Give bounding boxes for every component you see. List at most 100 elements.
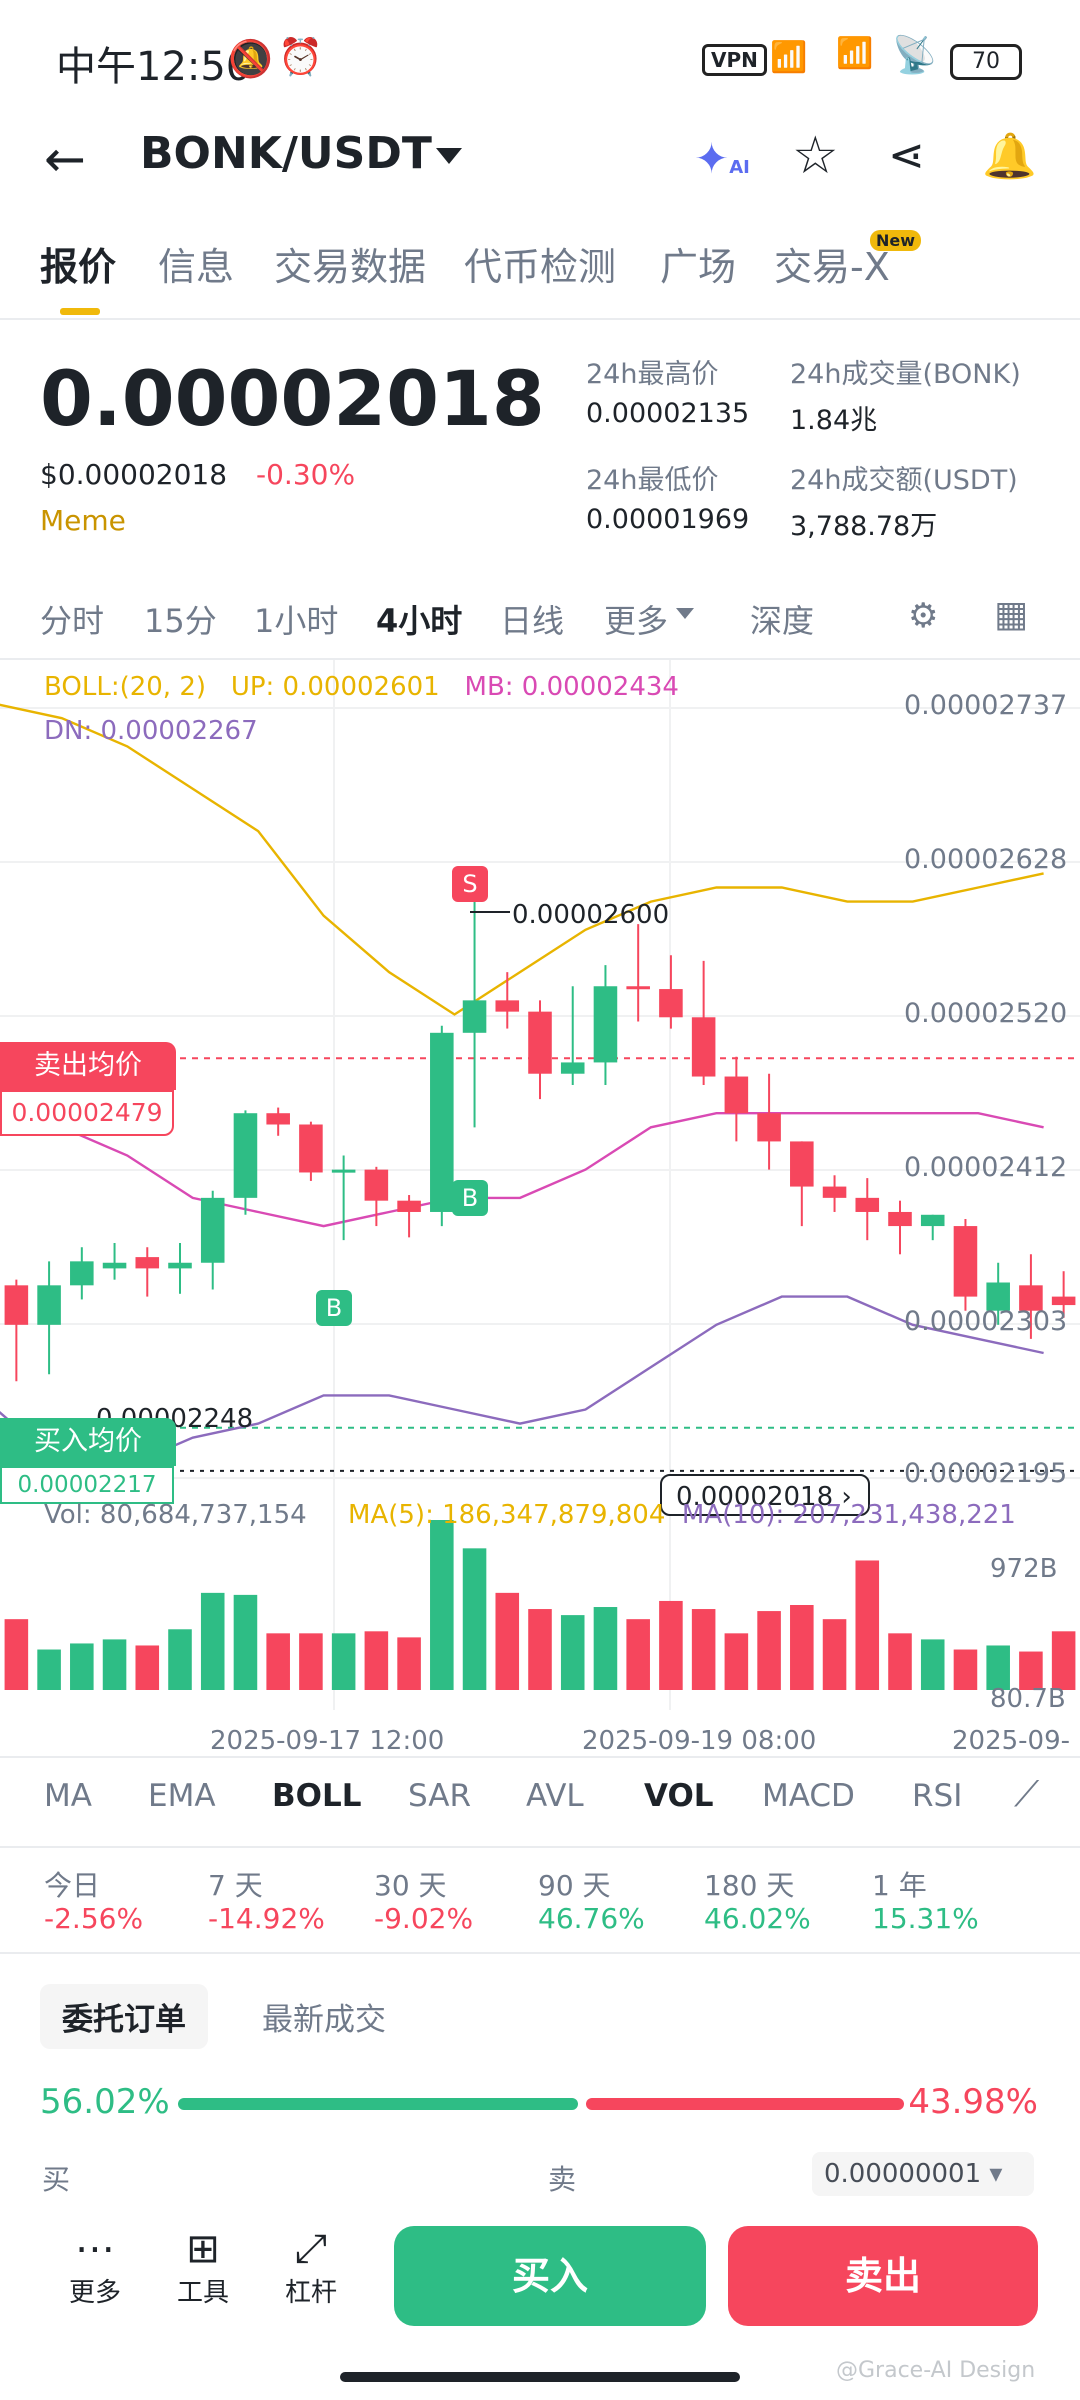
tab-trade-data[interactable]: 交易数据 (274, 245, 427, 289)
volume-bar (168, 1629, 192, 1690)
boll-up: UP: 0.00002601 (230, 672, 440, 702)
y-label: 0.00002412 (904, 1152, 1068, 1183)
precision-select[interactable]: 0.00000001 ▾ (812, 2152, 1034, 2196)
chevron-down-icon[interactable] (436, 148, 462, 164)
indicator-sar[interactable]: SAR (408, 1778, 471, 1814)
perf-label: 1 年 (872, 1869, 927, 1902)
sell-marker[interactable]: S (452, 866, 488, 902)
y-label: 0.00002303 (904, 1306, 1068, 1337)
boll-dn: DN: 0.00002267 (44, 716, 258, 746)
volume-bar (135, 1645, 160, 1690)
candle-body (855, 1197, 880, 1212)
tab-square[interactable]: 广场 (660, 245, 737, 289)
sell-avg-label: 卖出均价 (0, 1042, 176, 1090)
tab-quote[interactable]: 报价 (40, 245, 117, 289)
volume-bar (37, 1649, 61, 1690)
notification-bell-icon[interactable]: 🔔 (982, 131, 1037, 182)
volume-bar (462, 1548, 487, 1690)
divider (0, 318, 1080, 320)
indicator-ema[interactable]: EMA (148, 1778, 216, 1814)
interval-1d[interactable]: 日线 (500, 602, 565, 640)
candle-body (560, 1062, 585, 1074)
volume-bar (495, 1592, 520, 1690)
sell-button[interactable]: 卖出 (728, 2226, 1038, 2326)
indicator-vol[interactable]: VOL (644, 1778, 714, 1814)
volume-bar (855, 1560, 880, 1690)
more-label: 更多 (68, 2278, 121, 2308)
candle-body (920, 1214, 945, 1227)
y-label: 0.00002195 (904, 1458, 1068, 1489)
candle-body (135, 1257, 160, 1269)
tab-open-orders[interactable]: 委托订单 (40, 1984, 208, 2049)
grid-layout-icon[interactable]: ▦ (994, 594, 1029, 635)
perf-label: 90 天 (538, 1869, 611, 1902)
y-label: 0.00002520 (904, 998, 1068, 1029)
x-label: 2025-09-17 12:00 (210, 1726, 445, 1756)
tools-label: 工具 (176, 2278, 229, 2308)
indicator-macd[interactable]: MACD (762, 1778, 855, 1814)
tab-latest-trades[interactable]: 最新成交 (262, 2002, 386, 2038)
candle-body (331, 1169, 356, 1173)
interval-more[interactable]: 更多 (604, 602, 669, 640)
interval-time[interactable]: 分时 (40, 602, 105, 640)
candle-body (37, 1285, 61, 1325)
vol-min-label: 80.7B (990, 1684, 1066, 1714)
boll-label: BOLL:(20, 2) (44, 672, 207, 702)
interval-4h[interactable]: 4小时 (376, 602, 463, 640)
high-marker-label: 0.00002600 (512, 900, 670, 930)
volume-bar (266, 1633, 290, 1690)
status-bar: 中午12:50 🔕 ⏰ VPN 📶 📶 📡 70 (0, 0, 1080, 124)
volume-bar (102, 1639, 127, 1690)
chevron-down-icon: ▾ (989, 2159, 1003, 2189)
indicator-settings-icon[interactable]: ⟋ (1014, 1774, 1040, 1815)
candle-body (102, 1262, 127, 1269)
volume-bar (299, 1633, 323, 1690)
indicator-avl[interactable]: AVL (526, 1778, 584, 1814)
chart-settings-icon[interactable]: ⚙ (908, 596, 939, 636)
indicator-rsi[interactable]: RSI (912, 1778, 963, 1814)
interval-15m[interactable]: 15分 (144, 602, 217, 640)
volume-bar (920, 1639, 945, 1690)
indicator-ma[interactable]: MA (44, 1778, 92, 1814)
share-icon[interactable]: ⋖ (888, 130, 925, 181)
status-time: 中午12:50 (56, 44, 252, 90)
perf-value: -14.92% (208, 1902, 325, 1935)
tab-token-check[interactable]: 代币检测 (464, 245, 617, 289)
candle-body (70, 1261, 94, 1286)
precision-value: 0.00000001 (824, 2159, 982, 2189)
back-arrow-icon[interactable]: ← (44, 130, 86, 188)
volume-bar (1051, 1631, 1076, 1690)
buy-marker[interactable]: B (452, 1180, 488, 1216)
interval-1h[interactable]: 1小时 (254, 602, 339, 640)
pair-title[interactable]: BONK/USDT (140, 128, 432, 179)
more-caret-icon[interactable] (676, 608, 694, 619)
x-label: 2025-09- (952, 1726, 1071, 1756)
depth-tab[interactable]: 深度 (750, 602, 815, 640)
buy-ratio-bar (178, 2098, 578, 2110)
perf-value: 46.76% (538, 1902, 645, 1935)
home-indicator[interactable] (340, 2372, 740, 2382)
volume-bar (560, 1615, 585, 1690)
category-tag[interactable]: Meme (40, 504, 126, 537)
candle-body (299, 1124, 323, 1173)
leverage-label: 杠杆 (284, 2278, 337, 2308)
candle-body (888, 1211, 912, 1227)
candle-body (593, 986, 618, 1063)
tab-info[interactable]: 信息 (158, 245, 235, 289)
ai-sparkle-icon[interactable]: ✦AI (694, 134, 750, 183)
buy-button[interactable]: 买入 (394, 2226, 706, 2326)
buy-marker[interactable]: B (316, 1290, 352, 1326)
tab-trade-x[interactable]: 交易-X (774, 245, 890, 289)
candle-body (986, 1282, 1010, 1311)
favorite-star-icon[interactable]: ☆ (792, 126, 839, 186)
candle-body (626, 986, 650, 990)
tools-button[interactable]: ⊞ 工具 (158, 2226, 248, 2309)
tab-underline (60, 308, 100, 315)
candlestick-chart[interactable] (0, 660, 1080, 1750)
candle-body (266, 1113, 290, 1125)
more-button[interactable]: ⋯ 更多 (50, 2226, 140, 2309)
indicator-boll[interactable]: BOLL (272, 1778, 362, 1814)
leverage-button[interactable]: ⤢ 杠杆 (266, 2226, 356, 2309)
boll-legend: BOLL:(20, 2) UP: 0.00002601 MB: 0.000024… (44, 672, 679, 702)
last-price-tag[interactable]: 0.00002018 › (660, 1474, 870, 1516)
